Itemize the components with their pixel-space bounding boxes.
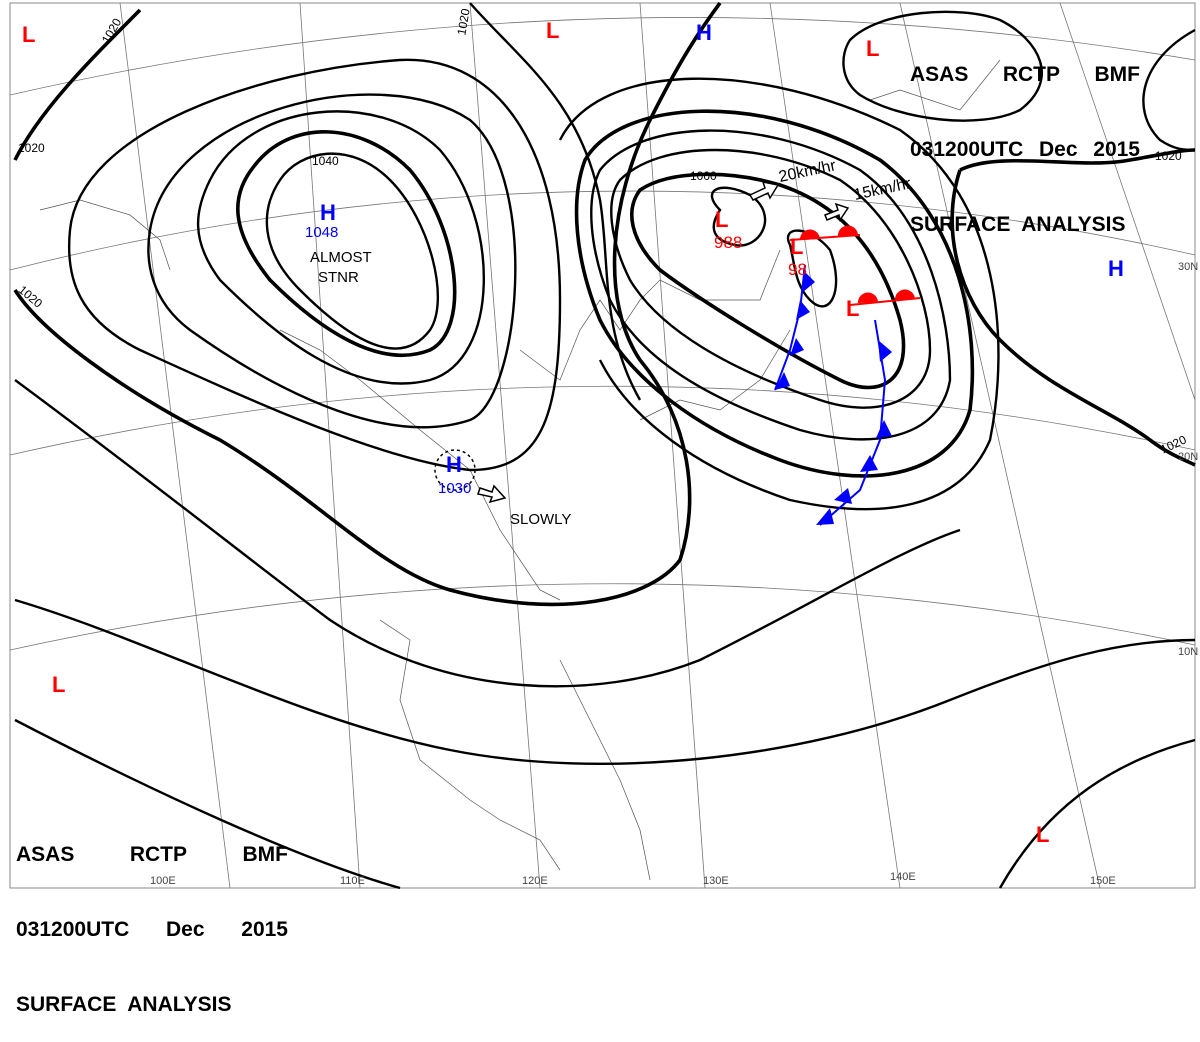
title-text: SURFACE ANALYSIS — [16, 993, 232, 1016]
low-center: L — [846, 296, 859, 321]
title-text: 2015 — [1093, 138, 1140, 161]
title-text: RCTP — [129, 843, 188, 866]
low-center: L — [790, 234, 803, 259]
high-pressure-value: 1048 — [305, 224, 338, 241]
low-center: L — [715, 207, 728, 232]
high-center: H — [696, 20, 712, 45]
longitude-label: 140E — [890, 871, 916, 883]
latitude-label: 30N — [1178, 261, 1198, 273]
motion-arrow-icon — [477, 484, 507, 504]
grid-labels: 30N 20N 10N 100E 110E 120E 130E 140E 150… — [150, 261, 1198, 887]
longitude-label: 110E — [340, 875, 365, 887]
isobar-label: 1040 — [312, 154, 339, 168]
high-center: H — [1108, 256, 1124, 281]
low-pressure-value: 98 — [788, 260, 807, 279]
longitude-label: 150E — [1090, 875, 1116, 887]
isobar-label: 1020 — [454, 7, 472, 36]
title-text: Dec — [165, 918, 205, 941]
low-center: L — [22, 22, 35, 47]
isobars — [13, 1, 1196, 890]
title-text: ASAS — [16, 843, 75, 866]
title-text: BMF — [242, 843, 289, 866]
title-text: Dec — [1038, 138, 1078, 161]
motion-label: SLOWLY — [510, 511, 571, 528]
title-text: BMF — [1094, 63, 1141, 86]
title-text: RCTP — [1002, 63, 1061, 86]
surface-analysis-map: 1020 1020 1040 1020 1020 1000 1020 1020 … — [9, 1, 1198, 890]
title-text: 031200UTC — [910, 138, 1024, 161]
latitude-label: 20N — [1178, 451, 1198, 463]
title-text: 031200UTC — [16, 918, 130, 941]
title-text: ASAS — [910, 63, 969, 86]
low-center: L — [866, 36, 879, 61]
latitude-label: 10N — [1178, 646, 1198, 658]
low-center: L — [546, 18, 559, 43]
cold-front — [774, 264, 806, 391]
high-note: ALMOST — [310, 249, 372, 266]
motion-arrows — [477, 181, 850, 504]
title-text: 2015 — [241, 918, 288, 941]
isobar-label: 1020 — [18, 141, 45, 155]
longitude-label: 130E — [703, 875, 729, 887]
high-center: H — [320, 200, 336, 225]
motion-arrow-icon — [824, 202, 850, 222]
high-center: H — [446, 452, 462, 477]
map-frame — [9, 2, 1196, 889]
pressure-centers: H 1048 ALMOST STNR H 1030 SLOWLY H H L 9… — [22, 18, 1124, 847]
low-pressure-value: 988 — [714, 233, 742, 252]
low-center: L — [1036, 822, 1049, 847]
isobar-label: 1020 — [1155, 149, 1182, 163]
graticule — [9, 2, 1196, 889]
title-text: SURFACE ANALYSIS — [910, 213, 1126, 236]
low-center: L — [52, 672, 65, 697]
fronts — [774, 225, 921, 526]
high-pressure-value: 1030 — [438, 480, 471, 497]
coastlines — [39, 59, 1001, 881]
longitude-label: 120E — [522, 875, 548, 887]
isobar-label: 1000 — [690, 169, 717, 183]
longitude-label: 100E — [150, 875, 176, 887]
motion-arrow-icon — [748, 181, 780, 201]
map-title-bottom-left: ASAS RCTP BMF 031200UTC Dec 2015 SURFACE ANA… — [16, 792, 288, 1042]
map-title-top-right: ASAS RCTP BMF 031200UTC Dec 2015 SURFACE ANA… — [910, 12, 1140, 262]
high-note: STNR — [318, 269, 359, 286]
